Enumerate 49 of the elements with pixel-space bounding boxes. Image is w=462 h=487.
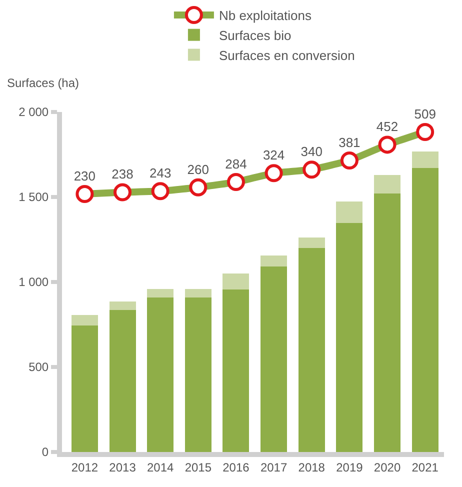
y-tick-label: 1 500 bbox=[18, 190, 49, 204]
bar bbox=[298, 237, 325, 248]
data-label: 238 bbox=[112, 166, 134, 182]
x-tick-label: 2020 bbox=[374, 460, 401, 474]
bar bbox=[336, 201, 363, 224]
bar bbox=[109, 310, 136, 452]
x-tick-label: 2013 bbox=[109, 460, 136, 474]
data-label: 452 bbox=[376, 119, 398, 134]
x-tick-label: 2014 bbox=[146, 460, 174, 474]
data-label: 230 bbox=[74, 168, 96, 184]
bar bbox=[374, 193, 400, 452]
x-tick-label: 2021 bbox=[412, 460, 439, 474]
bar bbox=[147, 288, 174, 298]
bar bbox=[184, 288, 212, 298]
y-tick-label: 1 000 bbox=[18, 275, 49, 290]
legend-label: Surfaces bio bbox=[218, 28, 292, 43]
bar bbox=[222, 273, 250, 290]
bar bbox=[71, 326, 98, 452]
bar bbox=[109, 301, 136, 310]
bar bbox=[71, 315, 98, 326]
bar bbox=[260, 266, 288, 452]
bar bbox=[374, 174, 400, 194]
data-label: 509 bbox=[414, 106, 436, 122]
bar bbox=[298, 248, 325, 452]
bar bbox=[260, 256, 288, 266]
bar bbox=[147, 297, 174, 452]
bar bbox=[336, 223, 363, 452]
data-label: 324 bbox=[262, 148, 285, 163]
data-label: 340 bbox=[300, 144, 322, 159]
bar bbox=[412, 168, 438, 452]
data-label: 243 bbox=[149, 166, 172, 181]
y-axis-title: Surfaces (ha) bbox=[7, 76, 80, 90]
x-tick-label: 2012 bbox=[71, 460, 98, 474]
bar bbox=[412, 151, 438, 168]
y-tick-label: 2 000 bbox=[18, 105, 49, 120]
x-tick-label: 2018 bbox=[298, 460, 326, 474]
y-tick-label: 0 bbox=[42, 445, 49, 460]
x-tick-label: 2016 bbox=[222, 460, 250, 474]
data-label: 260 bbox=[187, 162, 210, 177]
y-tick-label: 500 bbox=[28, 360, 49, 374]
x-tick-label: 2015 bbox=[184, 460, 212, 474]
legend-label: Nb exploitations bbox=[218, 8, 312, 24]
legend-label: Surfaces en conversion bbox=[218, 48, 355, 63]
x-tick-label: 2019 bbox=[336, 460, 364, 474]
x-tick-label: 2017 bbox=[260, 460, 288, 474]
bar bbox=[184, 297, 212, 452]
bar bbox=[222, 289, 250, 452]
data-label: 381 bbox=[338, 134, 360, 150]
data-label: 284 bbox=[225, 156, 247, 172]
